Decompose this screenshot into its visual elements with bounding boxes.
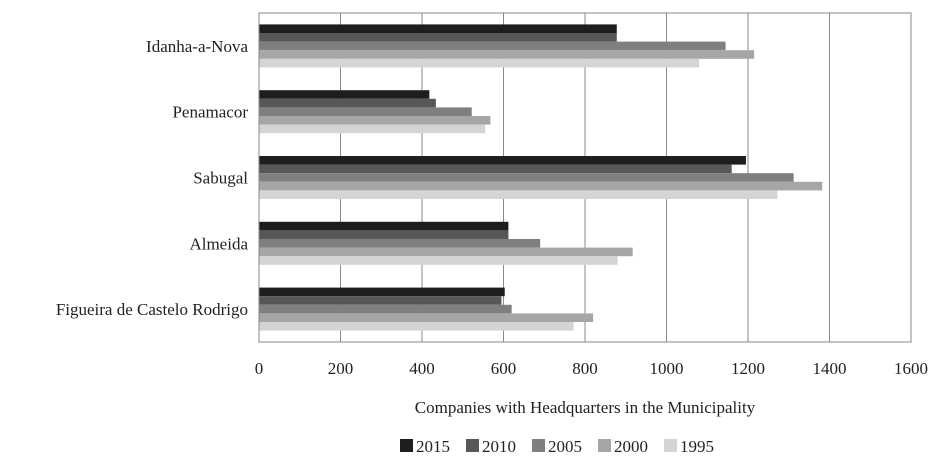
y-axis-categories: Idanha-a-Nova Penamacor Sabugal Almeida Figu… — [56, 37, 249, 319]
bar-2015 — [259, 221, 509, 231]
legend-label: 2015 — [416, 437, 450, 456]
x-tick-label: 0 — [255, 359, 264, 378]
x-tick-label: 1000 — [650, 359, 684, 378]
bar-2010 — [259, 230, 509, 239]
bar-2010 — [259, 33, 617, 42]
bar-1995 — [259, 322, 574, 331]
bar-2000 — [259, 247, 633, 257]
category-label: Penamacor — [172, 103, 248, 122]
legend-label: 2010 — [482, 437, 516, 456]
x-axis-ticks: 0 200 400 600 800 1000 1200 1400 1600 — [255, 359, 928, 378]
legend-swatch-2015 — [400, 439, 413, 452]
bar-2005 — [259, 239, 541, 248]
plot-area-border — [258, 12, 912, 343]
bar-2000 — [259, 181, 823, 191]
legend-swatch-2000 — [598, 439, 611, 452]
category-label: Idanha-a-Nova — [146, 37, 248, 56]
bar-2010 — [259, 164, 732, 174]
category-label: Sabugal — [193, 169, 248, 188]
x-axis-title: Companies with Headquarters in the Munic… — [415, 398, 756, 417]
legend-swatch-2005 — [532, 439, 545, 452]
bar-1995 — [259, 124, 486, 134]
bar-2015 — [259, 24, 617, 33]
legend-label: 2000 — [614, 437, 648, 456]
bar-2005 — [259, 304, 512, 314]
legend-swatch-1995 — [664, 439, 677, 452]
legend-label: 1995 — [680, 437, 714, 456]
bar-2000 — [259, 116, 491, 125]
x-tick-label: 600 — [491, 359, 517, 378]
bar-2015 — [259, 90, 430, 99]
bar-1995 — [259, 190, 778, 199]
legend-swatch-2010 — [466, 439, 479, 452]
category-label: Almeida — [189, 234, 248, 253]
bar-2010 — [259, 296, 502, 305]
bars — [259, 24, 823, 331]
category-label: Figueira de Castelo Rodrigo — [56, 300, 248, 319]
x-tick-label: 1400 — [813, 359, 847, 378]
bar-1995 — [259, 58, 700, 68]
bar-2005 — [259, 107, 472, 116]
x-tick-label: 1600 — [894, 359, 928, 378]
x-tick-label: 1200 — [731, 359, 765, 378]
bar-2015 — [259, 287, 505, 297]
x-tick-label: 800 — [572, 359, 598, 378]
legend: 2015 2010 2005 2000 1995 — [400, 437, 714, 456]
bar-2000 — [259, 50, 755, 59]
bar-2010 — [259, 98, 436, 108]
bar-2000 — [259, 313, 594, 322]
x-tick-label: 400 — [409, 359, 435, 378]
bar-2015 — [259, 156, 746, 165]
legend-label: 2005 — [548, 437, 582, 456]
bar-1995 — [259, 256, 618, 265]
bar-2005 — [259, 173, 794, 182]
bar-2005 — [259, 41, 726, 51]
x-tick-label: 200 — [328, 359, 354, 378]
